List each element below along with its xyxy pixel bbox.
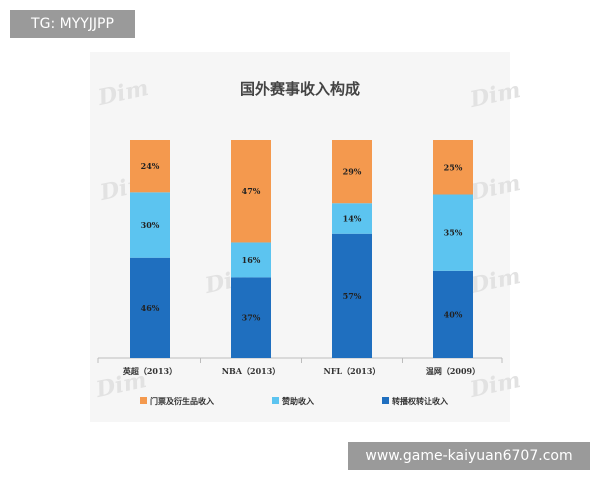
bar-segment: [332, 233, 372, 358]
tg-badge: TG: MYYJJPP: [10, 10, 135, 38]
legend-entry: 门票及衍生品收入: [150, 396, 214, 406]
data-label: 40%: [444, 309, 463, 319]
url-badge[interactable]: www.game-kaiyuan6707.com: [348, 442, 590, 470]
data-label: 25%: [444, 162, 463, 172]
bar-segment: [433, 270, 473, 358]
legend-swatch: [382, 397, 389, 404]
data-label: 16%: [242, 255, 261, 265]
x-tick-label: 温网（2009）: [426, 366, 480, 376]
data-label: 35%: [444, 228, 463, 238]
data-label: 29%: [343, 167, 362, 177]
bar-segment: [231, 242, 271, 278]
bar-segment: [130, 140, 170, 193]
data-label: 46%: [141, 303, 160, 313]
data-label: 14%: [343, 213, 362, 223]
bar-segment: [332, 203, 372, 234]
bar-segment: [231, 140, 271, 243]
bar-segment: [130, 192, 170, 258]
x-tick-label: NFL（2013）: [324, 366, 381, 376]
bar-segment: [433, 140, 473, 195]
x-tick-label: NBA（2013）: [222, 366, 281, 376]
bar-segment: [433, 194, 473, 271]
data-label: 37%: [242, 313, 261, 323]
legend-swatch: [140, 397, 147, 404]
legend-swatch: [272, 397, 279, 404]
data-label: 30%: [141, 220, 160, 230]
data-label: 57%: [343, 291, 362, 301]
bar-segment: [231, 277, 271, 358]
x-tick-label: 英超（2013）: [122, 366, 177, 376]
legend-entry: 赞助收入: [281, 396, 314, 406]
bar-segment: [130, 257, 170, 358]
data-label: 47%: [242, 186, 261, 196]
bar-segment: [332, 140, 372, 204]
legend-entry: 转播权转让收入: [392, 396, 448, 406]
chart-title: 国外赛事收入构成: [239, 80, 360, 98]
data-label: 24%: [141, 161, 160, 171]
